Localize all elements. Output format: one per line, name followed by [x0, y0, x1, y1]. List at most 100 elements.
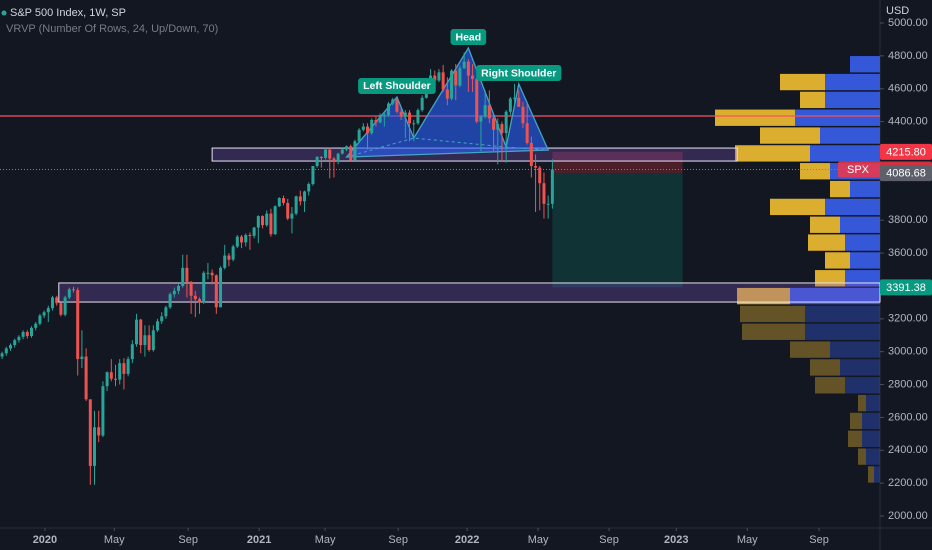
volume-down [805, 323, 880, 340]
candle-body [156, 321, 160, 331]
volume-down [790, 287, 880, 305]
candle-body [88, 399, 92, 466]
volume-up [740, 305, 805, 323]
candle-body [51, 297, 55, 309]
candle-body [21, 331, 25, 337]
volume-down [825, 91, 880, 109]
neckline [346, 137, 549, 158]
symbol-title[interactable]: S&P 500 Index, 1W, SP [10, 7, 126, 19]
candle-body [17, 336, 21, 341]
candle-body [172, 290, 176, 295]
volume-down [845, 270, 880, 287]
volume-up [810, 216, 840, 233]
candle-body [546, 203, 550, 205]
candle-body [101, 386, 105, 436]
volume-down [845, 377, 880, 394]
candle-body [4, 348, 8, 354]
candle-body [202, 272, 206, 303]
candle-body [332, 158, 336, 162]
pattern-label-bg [450, 28, 487, 45]
candle-body [513, 97, 517, 99]
candle-body [177, 285, 181, 291]
volume-down [805, 305, 880, 323]
candle-body [63, 297, 67, 315]
volume-up [858, 394, 866, 412]
candle-body [114, 378, 118, 380]
candle-body [277, 198, 281, 207]
candle-body [294, 196, 298, 214]
candle-body [67, 289, 71, 298]
candle-body [193, 295, 197, 300]
x-tick-label: May [104, 534, 125, 546]
candle-body [349, 146, 353, 161]
volume-up [808, 234, 845, 251]
candle-body [240, 236, 244, 243]
x-tick-label: Sep [599, 534, 619, 546]
volume-up [850, 412, 862, 430]
candle-body [374, 119, 378, 123]
candle-body [122, 363, 126, 374]
volume-up [868, 466, 874, 483]
currency: USD [886, 5, 909, 17]
position-stop-zone [552, 151, 683, 174]
candle-body [403, 112, 407, 117]
candle-body [210, 272, 214, 276]
volume-down [830, 341, 880, 358]
candle-body [391, 99, 395, 104]
pattern-label: Right Shoulder [481, 67, 556, 79]
candle-body [38, 315, 42, 324]
candle-body [466, 61, 470, 76]
candle-body [286, 202, 290, 219]
x-tick-label: Sep [388, 534, 408, 546]
y-tick-label: 2200.00 [888, 477, 928, 489]
y-tick-label: 2000.00 [888, 510, 928, 522]
candle-body [529, 142, 533, 166]
candle-body [311, 165, 315, 185]
candle-body [525, 123, 529, 143]
candle-body [420, 97, 424, 111]
y-tick-label: 2800.00 [888, 378, 928, 390]
candle-body [168, 294, 172, 308]
y-tick-label: 3600.00 [888, 247, 928, 259]
candle-body [84, 356, 88, 400]
candle-body [387, 103, 391, 116]
x-tick-label: May [315, 534, 336, 546]
candle-body [500, 124, 504, 134]
symbol-label: SPX [847, 164, 870, 176]
volume-up [815, 270, 845, 287]
stop-price-label-bg [880, 143, 932, 160]
y-tick-label: 2600.00 [888, 411, 928, 423]
candle-body [399, 111, 403, 117]
volume-up [780, 73, 825, 91]
volume-up [825, 252, 850, 269]
candle-body [219, 267, 223, 308]
candle-body [13, 340, 17, 346]
candle-body [269, 213, 273, 235]
candle-body [366, 126, 370, 134]
candle-body [0, 353, 4, 357]
candle-body [282, 198, 286, 203]
volume-up [815, 377, 845, 394]
candle-body [357, 129, 361, 142]
y-tick-label: 4400.00 [888, 116, 928, 128]
volume-up [800, 163, 830, 180]
plot [0, 46, 881, 485]
candle-body [80, 356, 84, 360]
y-tick-label: 3200.00 [888, 313, 928, 325]
x-tick-label: 2021 [247, 534, 271, 546]
candle-body [185, 267, 189, 282]
candle-body [244, 234, 248, 243]
candle-body [231, 246, 235, 260]
volume-down [845, 234, 880, 251]
y-tick-label: 2400.00 [888, 444, 928, 456]
candle-body [445, 89, 449, 99]
candle-body [256, 216, 260, 228]
volume-up [760, 127, 820, 144]
volume-down [810, 145, 880, 162]
candle-body [164, 307, 168, 317]
candle-body [345, 146, 349, 150]
candle-body [382, 115, 386, 117]
indicator-title[interactable]: VRVP (Number Of Rows, 24, Up/Down, 70) [6, 23, 218, 35]
candle-body [538, 167, 542, 184]
candle-body [496, 124, 500, 130]
